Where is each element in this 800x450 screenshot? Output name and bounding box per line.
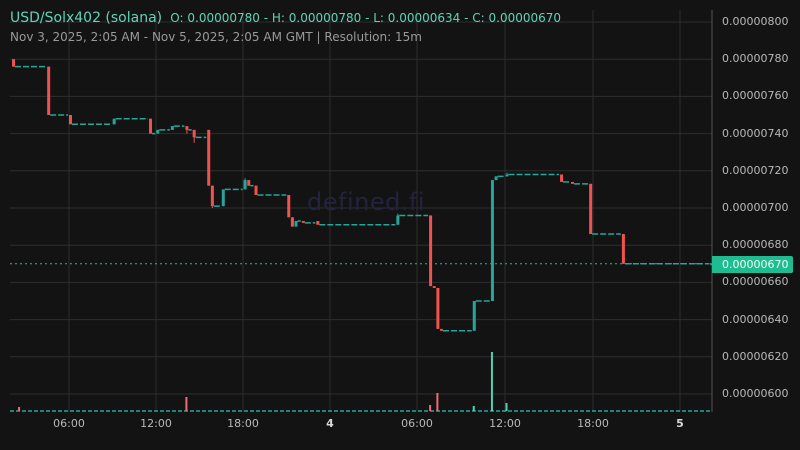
candle-down [207, 129, 211, 186]
candle-up [243, 180, 247, 190]
volume-bar [490, 352, 493, 411]
candle-up [710, 263, 714, 266]
price-tick-label: 0.00000660 [722, 275, 789, 289]
candle-down [432, 286, 436, 288]
time-tick-label: 12:00 [140, 417, 172, 430]
price-tick-label: 0.00000720 [722, 163, 789, 177]
candle-down [429, 215, 433, 287]
range-resolution: Nov 3, 2025, 2:05 AM - Nov 5, 2025, 2:05… [10, 30, 422, 44]
time-tick-label: 06:00 [53, 417, 85, 430]
price-tick-label: 0.00000760 [722, 89, 789, 103]
volume-bar [18, 407, 21, 411]
volume-bar [436, 393, 439, 411]
candle-down [301, 221, 305, 223]
volume-bar [429, 405, 432, 411]
price-tick-label: 0.00000620 [722, 349, 789, 363]
candle-down [69, 115, 72, 125]
candle-down [247, 180, 251, 186]
candle-down [436, 287, 440, 329]
candle-down [254, 185, 258, 195]
candle-down [287, 194, 291, 218]
price-tick-label: 0.00000600 [722, 387, 789, 400]
price-tick-label: 0.00000640 [722, 312, 789, 326]
candle-up [396, 215, 400, 225]
ohlc-values: O: 0.00000780 - H: 0.00000780 - L: 0.000… [170, 11, 562, 25]
price-tick-label: 0.00000780 [722, 52, 789, 66]
candle-down [560, 174, 564, 182]
candle-down [589, 183, 593, 235]
volume-bar [472, 406, 475, 411]
candle-down [192, 129, 196, 138]
price-tick-label: 0.00000800 [722, 15, 789, 28]
candle-up [156, 129, 160, 134]
time-tick-label: 4 [326, 417, 334, 430]
candle-up [494, 176, 498, 181]
candle-down [570, 181, 574, 184]
candle-up [112, 118, 116, 125]
candle-up [505, 174, 509, 177]
candle-down [12, 59, 16, 67]
candle-up [472, 301, 476, 331]
candle-down [185, 126, 189, 130]
time-tick-label: 18:00 [227, 417, 259, 430]
candle-down [149, 118, 153, 134]
volume-bar [185, 397, 188, 411]
candle-down [47, 66, 51, 115]
time-tick-label: 5 [676, 417, 684, 430]
time-tick-label: 12:00 [489, 417, 521, 430]
current-price-tag: 0.00000670 [712, 256, 793, 273]
candle-up [490, 180, 494, 301]
price-tick-label: 0.00000680 [722, 238, 789, 252]
candle-down [440, 328, 444, 331]
time-tick-label: 06:00 [401, 417, 433, 430]
symbol-title: USD/Solx402 (solana) [10, 10, 163, 26]
candle-up [221, 189, 225, 207]
candle-down [290, 217, 294, 227]
price-tick-label: 0.00000740 [722, 126, 789, 140]
time-tick-label: 18:00 [577, 417, 609, 430]
watermark: defined.fi [307, 188, 426, 216]
price-tick-label: 0.00000700 [722, 201, 789, 214]
candle-down [316, 221, 320, 225]
candle-up [170, 126, 174, 130]
candle-down [621, 234, 625, 264]
volume-bar [505, 403, 508, 411]
chart-legend: USD/Solx402 (solana) O: 0.00000780 - H: … [10, 10, 561, 44]
candle-down [210, 185, 214, 207]
candle-up [294, 221, 298, 227]
